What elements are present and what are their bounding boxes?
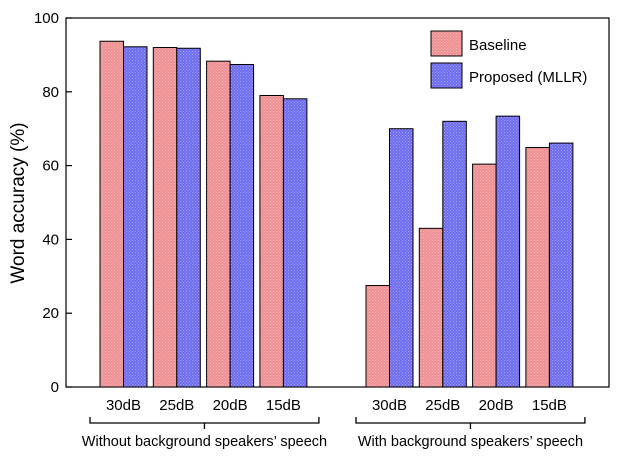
bar-baseline [259, 94, 284, 388]
group-label: Without background speakers’ speech [82, 434, 327, 450]
bar-baseline [99, 40, 124, 388]
y-tick-label: 60 [42, 158, 59, 175]
x-tick-label: 20dB [213, 397, 248, 414]
x-tick-label: 15dB [266, 397, 301, 414]
group-brace [355, 417, 586, 424]
bar-baseline [525, 147, 550, 388]
bars [99, 40, 574, 388]
legend: Baseline Proposed (MLLR) [430, 30, 587, 89]
bar-proposed [389, 128, 414, 388]
group-brace [89, 417, 320, 424]
bar-baseline [206, 60, 231, 388]
y-tick-label: 0 [51, 379, 59, 396]
bar-proposed [495, 115, 521, 388]
bar-proposed [548, 142, 574, 388]
bar-proposed [442, 120, 467, 388]
y-tick-label: 80 [42, 84, 59, 101]
y-tick-label: 40 [42, 231, 59, 248]
bar-proposed [229, 63, 255, 388]
bar-baseline [152, 47, 178, 388]
y-axis-ticks: 0 20 40 60 80 100 [34, 10, 72, 396]
group-label: With background speakers’ speech [358, 434, 583, 450]
plot-frame [65, 17, 610, 388]
group-braces: Without background speakers’ speech With … [82, 417, 586, 450]
y-tick-label: 20 [42, 305, 59, 322]
bar-baseline [472, 163, 497, 388]
x-tick-label: 15dB [532, 397, 567, 414]
x-tick-label: 20dB [479, 397, 514, 414]
bar-proposed [123, 46, 148, 388]
bar-proposed [176, 47, 201, 388]
x-tick-label: 25dB [425, 397, 460, 414]
legend-swatch-proposed [430, 62, 463, 89]
legend-swatch-baseline [430, 30, 463, 57]
legend-label-baseline: Baseline [469, 37, 527, 54]
bar-baseline [365, 285, 390, 388]
x-tick-label: 25dB [159, 397, 194, 414]
legend-label-proposed: Proposed (MLLR) [469, 69, 587, 86]
x-tick-label: 30dB [106, 397, 141, 414]
x-tick-label: 30dB [372, 397, 407, 414]
y-axis-label: Word accuracy (%) [8, 122, 29, 283]
y-tick-label: 100 [34, 10, 59, 27]
bar-baseline [418, 227, 444, 388]
bar-proposed [282, 98, 308, 388]
x-axis-labels: 30dB 25dB 20dB 15dB 30dB 25dB 20dB 15dB [106, 397, 567, 414]
